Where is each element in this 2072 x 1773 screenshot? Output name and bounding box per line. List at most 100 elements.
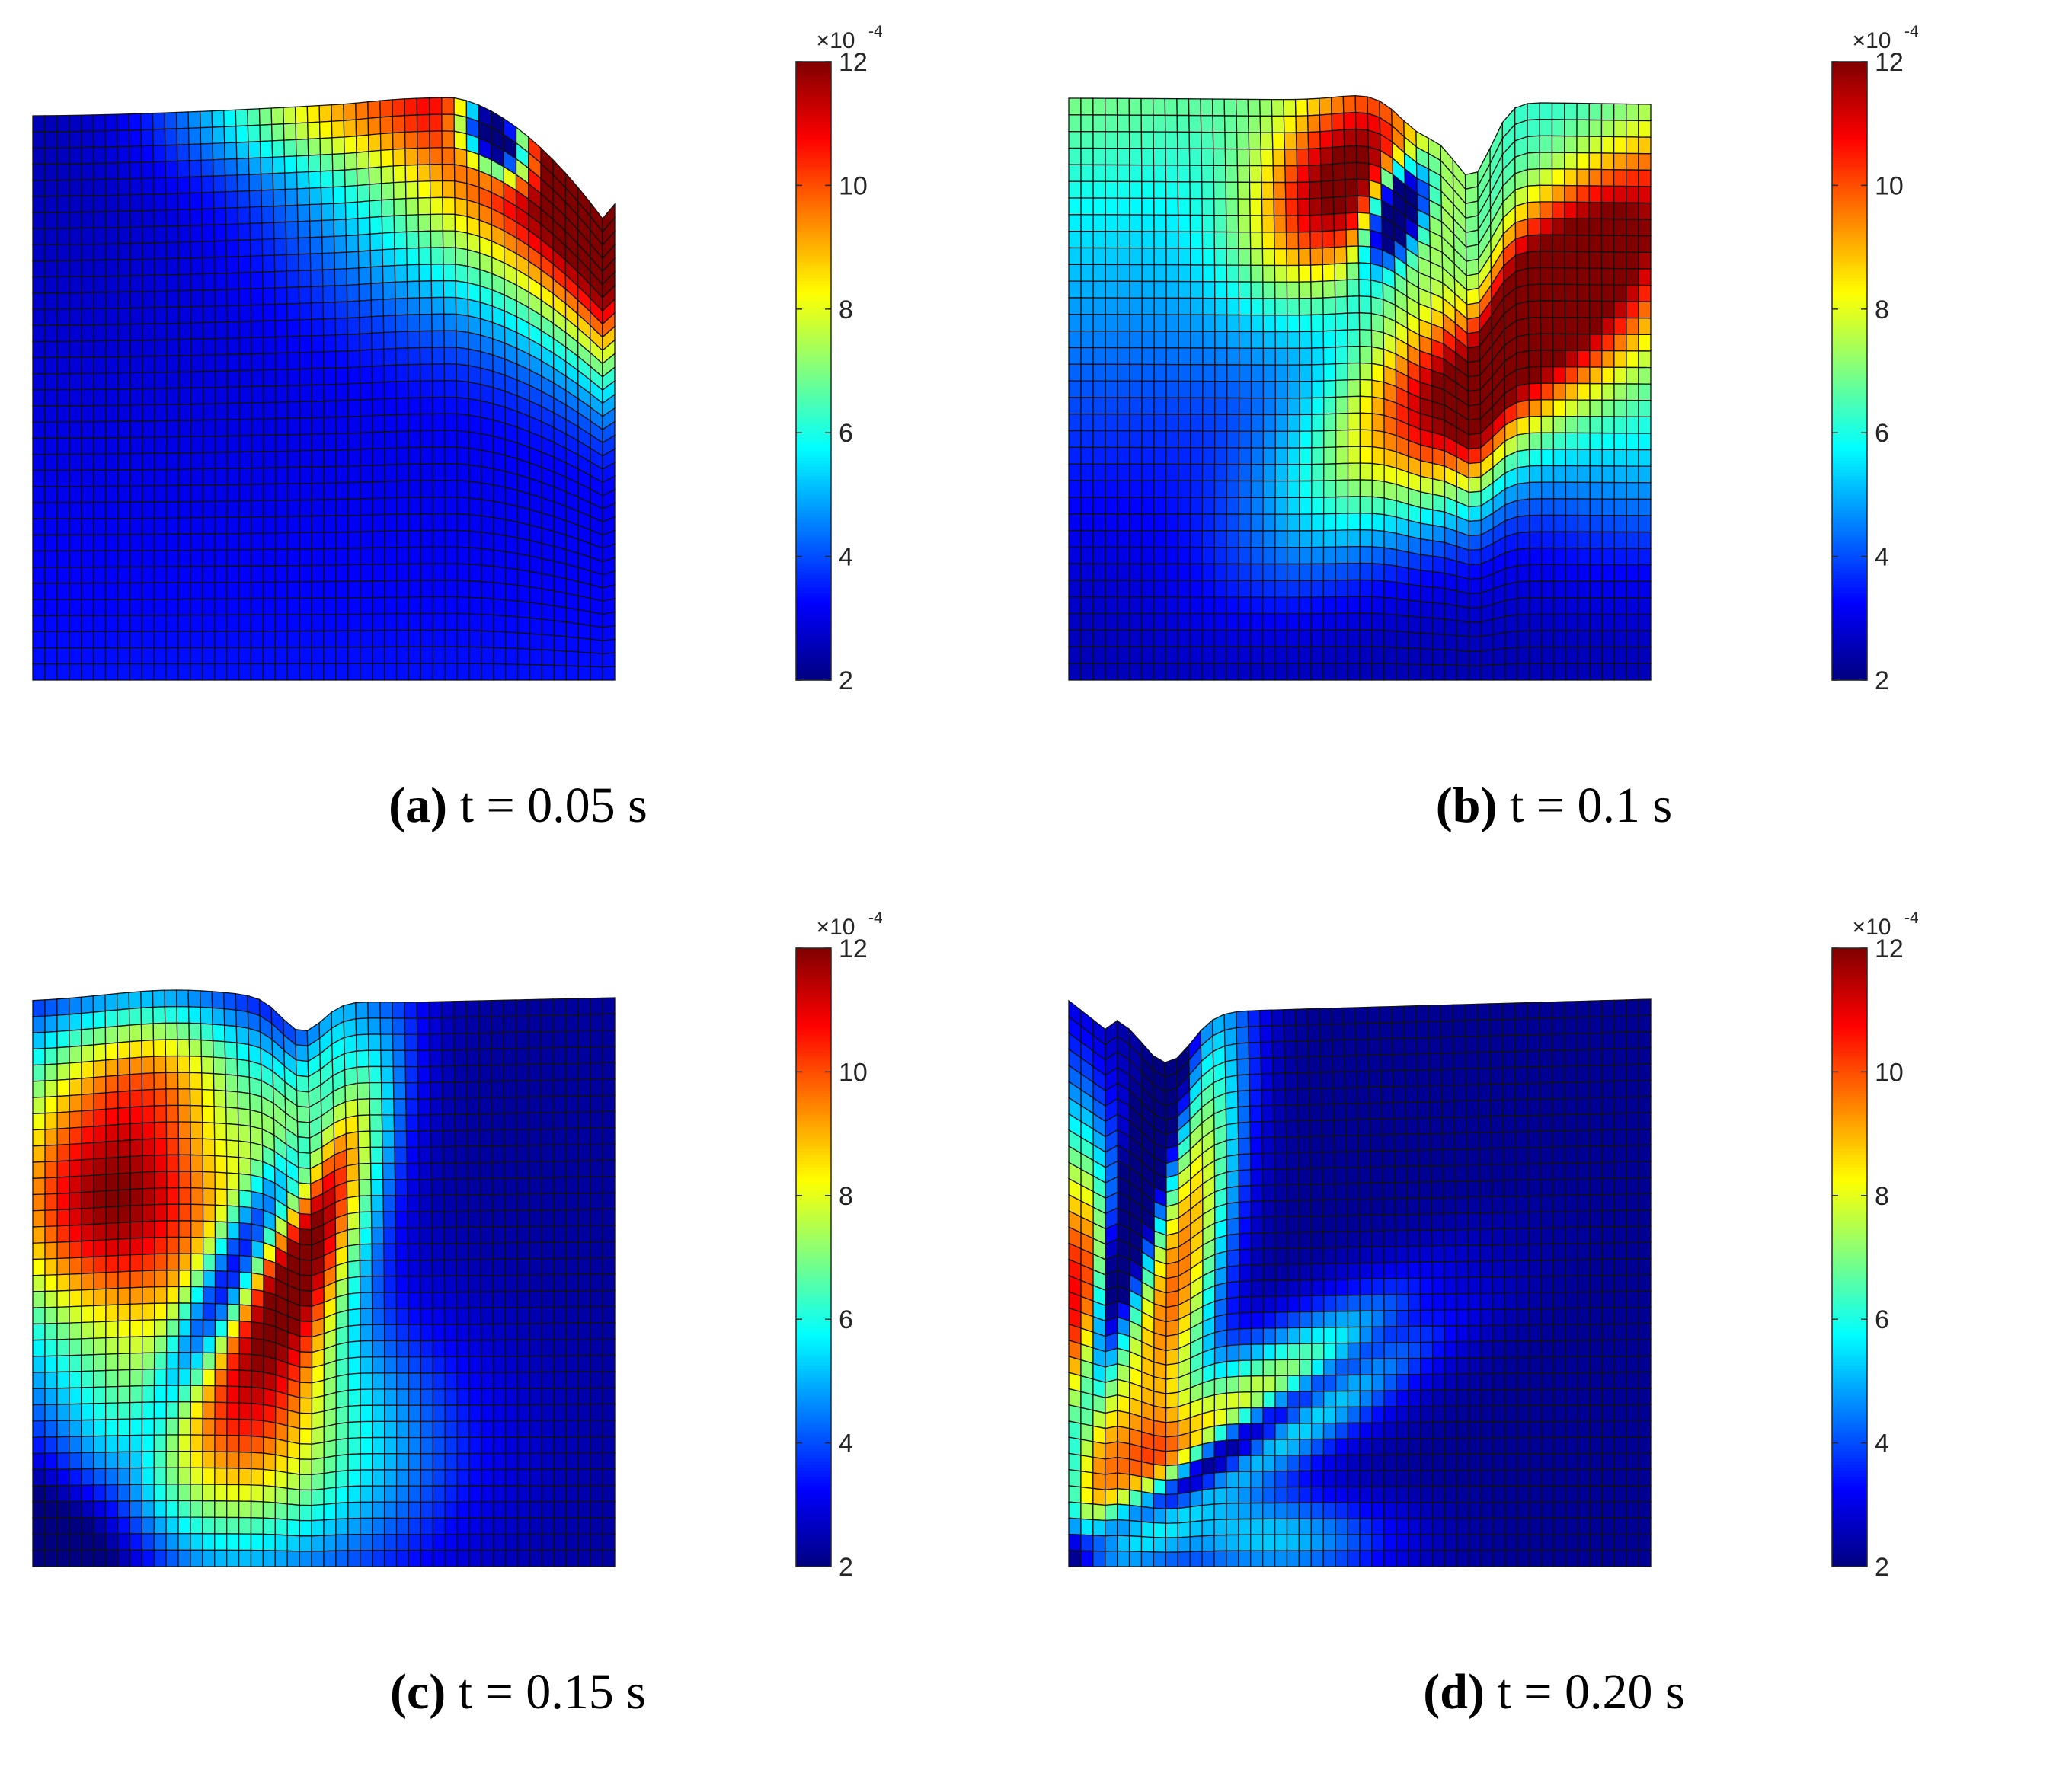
mesh-cell [590,1094,603,1113]
mesh-cell [466,1113,481,1131]
mesh-cell [129,534,143,551]
mesh-cell [202,468,216,486]
mesh-cell [1396,598,1409,617]
mesh-cell [176,1022,190,1040]
mesh-cell [1080,463,1094,481]
mesh-cell [1226,231,1239,250]
mesh-cell [491,1048,504,1066]
colorbar-segment [1832,624,1867,628]
mesh-cell [590,1273,603,1292]
colorbar-segment [796,494,831,499]
mesh-cell [1178,414,1191,432]
mesh-cell [358,266,372,286]
colorbar-segment [796,299,831,304]
mesh-cell [407,314,420,332]
colorbar-exponent-power: -4 [868,23,883,40]
mesh-cell [1613,251,1627,270]
mesh-cell [81,404,94,423]
mesh-cell [130,436,143,455]
mesh-cell [481,482,494,502]
mesh-cell [1335,579,1348,598]
mesh-cell [226,337,240,356]
mesh-cell [1419,663,1434,681]
mesh-cell [491,1209,506,1228]
mesh-cell [347,1388,361,1407]
mesh-cell [69,1305,82,1324]
mesh-cell [529,570,543,590]
mesh-cell [1383,630,1397,648]
mesh-cell [334,284,348,303]
mesh-cell [214,305,228,323]
mesh-cell [1517,548,1530,567]
mesh-cell [1335,412,1349,431]
mesh-cell [468,630,482,648]
mesh-cell [1213,663,1227,681]
mesh-cell [1589,663,1603,681]
colorbar-segment [1832,529,1867,532]
mesh-cell [430,1097,443,1116]
mesh-cell [564,1127,579,1145]
mesh-cell [1105,331,1118,349]
mesh-cell [1166,446,1179,465]
mesh-cell [1539,168,1553,187]
mesh-cell [1517,531,1530,551]
mesh-cell [177,192,191,211]
mesh-cell [190,371,204,388]
mesh-cell [1517,580,1530,599]
colorbar-segment [1832,343,1867,347]
mesh-cell [347,481,361,500]
mesh-cell [1262,497,1276,515]
mesh-cell [381,1114,395,1132]
mesh-cell [456,480,470,499]
mesh-cell [467,1145,481,1164]
colorbar-segment [1832,562,1867,567]
colorbar-segment [796,414,831,418]
mesh-cell [93,1353,107,1372]
mesh-cell [238,663,252,681]
mesh-cell [164,111,177,130]
mesh-cell [481,548,494,567]
mesh-cell [355,1033,369,1052]
mesh-cell [1551,119,1565,137]
mesh-cell [408,446,422,465]
mesh-cell [1588,185,1603,203]
mesh-cell [1129,446,1143,465]
mesh-cell [1552,415,1566,433]
mesh-cell [1613,350,1627,368]
mesh-cell [1105,164,1118,182]
mesh-cell [201,1105,216,1124]
mesh-cell [1517,647,1530,665]
mesh-cell [1600,185,1615,203]
mesh-cell [344,1066,358,1087]
mesh-cell [1274,447,1288,465]
mesh-cell [465,1016,480,1034]
mesh-cell [44,1225,58,1244]
mesh-cell [92,566,107,584]
mesh-cell [56,1241,70,1260]
mesh-cell [177,598,191,616]
mesh-cell [456,1340,470,1357]
colorbar-segment [796,519,831,523]
mesh-cell [1323,446,1337,465]
mesh-cell [285,221,299,239]
mesh-cell [287,483,301,501]
mesh-cell [202,1385,216,1403]
mesh-cell [129,485,143,503]
mesh-cell [1190,447,1204,465]
mesh-cell [1456,620,1469,637]
mesh-cell [190,517,203,535]
mesh-cell [69,1012,82,1031]
mesh-cell [130,388,143,406]
mesh-cell [540,1209,555,1227]
mesh-cell [1299,497,1313,515]
colorbar-segment [796,535,831,538]
mesh-cell [1212,115,1226,133]
mesh-cell [1565,382,1578,401]
mesh-cell [1504,663,1518,681]
mesh-cell [528,1096,542,1114]
mesh-cell [382,281,396,300]
mesh-cell [1638,169,1652,187]
mesh-cell [1153,180,1167,200]
mesh-cell [405,1098,419,1116]
colorbar-segment [1832,133,1867,137]
